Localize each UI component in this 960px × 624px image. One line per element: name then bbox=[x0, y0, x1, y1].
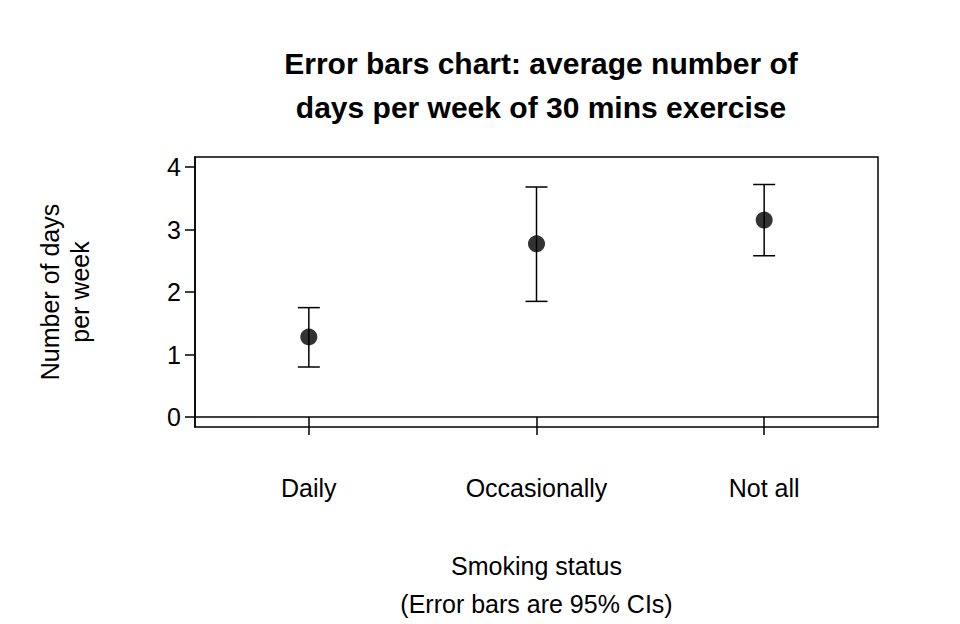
svg-text:3: 3 bbox=[167, 216, 181, 244]
svg-text:Not all: Not all bbox=[729, 474, 800, 502]
svg-text:0: 0 bbox=[167, 403, 181, 431]
svg-text:2: 2 bbox=[167, 278, 181, 306]
svg-text:per week: per week bbox=[66, 241, 94, 343]
svg-text:Occasionally: Occasionally bbox=[466, 474, 608, 502]
svg-text:Daily: Daily bbox=[281, 474, 337, 502]
svg-text:Error bars chart: average numb: Error bars chart: average number of bbox=[284, 47, 799, 80]
svg-text:(Error bars are 95% CIs): (Error bars are 95% CIs) bbox=[400, 590, 672, 618]
svg-text:1: 1 bbox=[167, 341, 181, 369]
svg-text:4: 4 bbox=[167, 153, 181, 181]
svg-text:Smoking status: Smoking status bbox=[451, 552, 622, 580]
svg-text:days per week of 30 mins exerc: days per week of 30 mins exercise bbox=[296, 91, 786, 124]
svg-text:Number of days: Number of days bbox=[36, 204, 64, 380]
